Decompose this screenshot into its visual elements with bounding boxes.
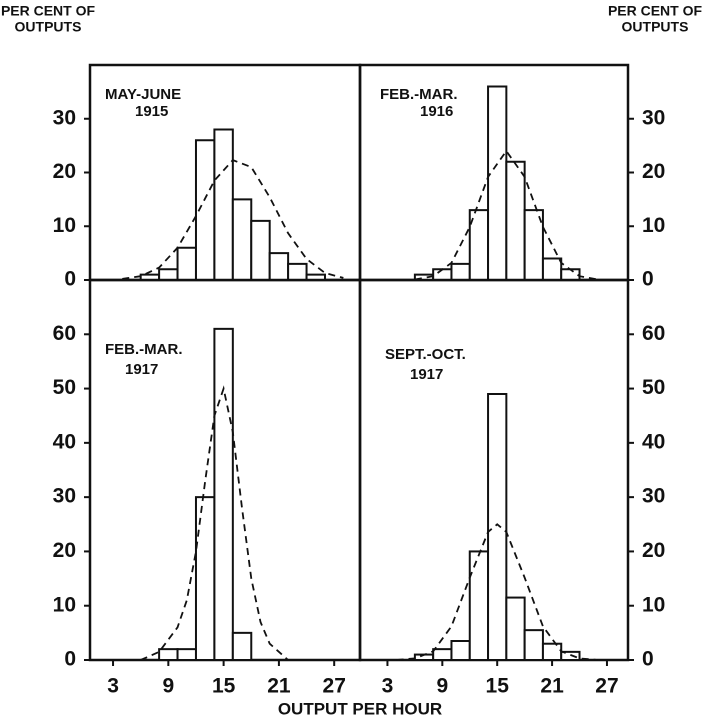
panel-title: SEPT.-OCT. [385,346,466,363]
bar [541,257,563,281]
bar [432,648,453,662]
x-tick-label: 15 [486,675,510,698]
y-tick-label: 30 [642,485,665,508]
y-tick-label: 20 [53,160,76,183]
y-tick-label: 10 [53,214,76,237]
bar [487,85,508,281]
bar [231,631,253,661]
y-tick-label: 0 [64,648,76,671]
bar [450,640,471,661]
y-tick-label: 20 [642,539,665,562]
y-tick-label: 30 [642,106,665,129]
y-tick-label: 10 [642,214,665,237]
bar [505,596,526,661]
bar [523,629,544,662]
bar [287,262,308,281]
y-tick-label: 60 [642,322,665,345]
y-tick-label: 20 [642,160,665,183]
bar [560,268,581,281]
y-axis-label: PER CENT OF [1,3,96,19]
x-tick-label: 21 [267,675,291,698]
bar [194,496,216,661]
panel-title: FEB.-MAR. [380,86,458,103]
x-tick-label: 15 [212,675,236,698]
bar [158,648,179,662]
y-tick-label: 10 [642,593,665,616]
y-tick-label: 40 [642,430,665,453]
fitted-curve [396,523,598,661]
bar [560,650,581,661]
bar [505,160,526,281]
y-tick-label: 0 [642,268,654,291]
panel-title: FEB.-MAR. [105,341,183,358]
bar [268,252,290,281]
panel-subtitle: 1915 [135,103,168,120]
bar [468,550,490,662]
y-tick-label: 60 [53,322,76,345]
x-tick-label: 9 [436,675,448,698]
x-axis-label: OUTPUT PER HOUR [278,699,442,718]
y-tick-label: 50 [53,376,76,399]
bar [541,642,563,662]
bar [213,327,234,661]
panel-subtitle: 1917 [410,366,443,383]
bar [176,648,197,662]
y-tick-label: 30 [53,106,76,129]
y-axis-label: OUTPUTS [15,19,82,35]
y-tick-label: 20 [53,539,76,562]
panel-title: MAY-JUNE [105,86,181,103]
bar [487,393,508,661]
y-axis-label: OUTPUTS [622,19,689,35]
x-tick-label: 27 [323,675,346,698]
y-tick-label: 50 [642,376,665,399]
x-tick-label: 3 [107,675,119,698]
bar [450,262,471,281]
x-tick-label: 3 [382,675,394,698]
y-tick-label: 40 [53,430,76,453]
panel-subtitle: 1916 [420,103,453,120]
fitted-curve [140,385,289,661]
y-tick-label: 10 [53,593,76,616]
y-tick-label: 0 [642,648,654,671]
bar [250,219,271,281]
x-tick-label: 9 [162,675,174,698]
panel-subtitle: 1917 [125,361,158,378]
bar [176,246,197,281]
y-tick-label: 30 [53,485,76,508]
bar [231,198,253,281]
fitted-curve [122,159,344,280]
y-axis-label: PER CENT OF [608,3,703,19]
x-tick-label: 21 [540,675,564,698]
y-tick-label: 0 [64,268,76,291]
x-tick-label: 27 [595,675,618,698]
bar [213,128,234,281]
bar [158,268,179,281]
bar [432,268,453,281]
